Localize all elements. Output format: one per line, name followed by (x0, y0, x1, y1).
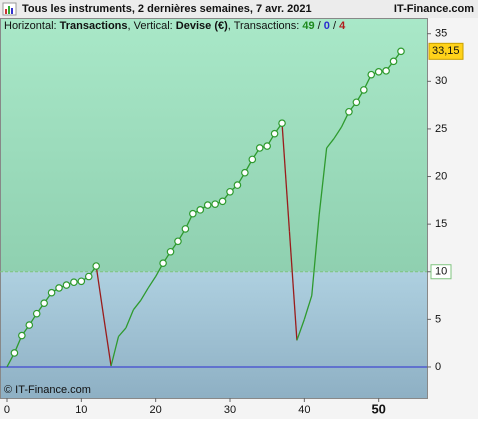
high-marker (226, 187, 234, 196)
high-marker (345, 107, 353, 116)
high-marker (233, 181, 242, 189)
y-tick-label: 35 (435, 28, 447, 40)
high-marker (10, 349, 19, 357)
copyright: © IT-Finance.com (4, 384, 91, 396)
high-marker (189, 209, 197, 218)
high-marker (40, 299, 48, 307)
high-marker (270, 129, 279, 138)
high-marker (382, 67, 390, 75)
wins-count: 49 (302, 20, 314, 32)
high-marker (248, 155, 257, 164)
segment (296, 319, 305, 341)
segment (303, 295, 313, 320)
x-tick-label: 20 (150, 404, 162, 416)
segment (318, 147, 328, 215)
high-marker (196, 206, 205, 214)
high-marker (389, 57, 398, 66)
y-tick-label: 20 (435, 170, 447, 182)
info-text: Transactions (60, 20, 128, 32)
high-marker (203, 201, 212, 209)
tick-box (430, 264, 452, 280)
high-marker (84, 272, 93, 281)
info-text: , Transactions: (228, 20, 303, 32)
info-line: Horizontal: Transactions, Vertical: Devi… (4, 20, 346, 32)
segment (326, 138, 335, 149)
high-marker (241, 168, 249, 177)
y-tick-label: 15 (435, 218, 447, 230)
high-marker (159, 259, 167, 267)
neutral-count: 0 (324, 20, 330, 32)
segment (132, 299, 142, 311)
high-marker (92, 262, 100, 270)
high-marker (211, 200, 219, 208)
high-marker (397, 47, 405, 56)
profit-zone (0, 18, 427, 272)
segment (281, 123, 291, 232)
segment (102, 316, 112, 367)
plot-border (0, 18, 428, 399)
y-tick-label: 0 (435, 361, 441, 373)
high-marker (32, 309, 41, 318)
high-marker (181, 225, 190, 233)
high-marker (352, 98, 361, 107)
high-marker (25, 321, 34, 329)
x-tick-label: 10 (75, 404, 87, 416)
high-marker (47, 288, 56, 297)
high-marker (55, 284, 63, 292)
segment (95, 265, 105, 317)
high-marker (263, 142, 271, 150)
end-label-box (428, 42, 464, 60)
info-text: Horizontal: (4, 20, 60, 32)
high-marker (278, 119, 286, 128)
high-marker (367, 70, 376, 79)
high-marker (360, 86, 368, 94)
segment (125, 309, 134, 329)
icon (2, 2, 17, 16)
high-marker (374, 67, 383, 76)
high-marker (218, 197, 227, 206)
y-tick-label: 30 (435, 75, 447, 87)
info-text: / (330, 20, 339, 32)
site-name: IT-Finance.com (394, 3, 474, 15)
high-marker (18, 331, 26, 340)
x-tick-label: 30 (224, 404, 236, 416)
loss-zone (0, 271, 427, 398)
segment (140, 287, 149, 301)
x-tick-label: 40 (298, 404, 310, 416)
y-tick-label: 10 (435, 266, 447, 278)
segment (311, 214, 320, 296)
y-tick-label: 5 (435, 313, 441, 325)
high-marker (62, 281, 71, 289)
x-tick-label: 50 (371, 401, 385, 416)
segment (288, 231, 298, 341)
high-marker (77, 277, 86, 286)
chart-title: Tous les instruments, 2 dernières semain… (22, 3, 312, 15)
high-marker (255, 144, 264, 152)
segment (147, 276, 157, 289)
high-marker (166, 247, 175, 256)
high-marker (70, 278, 78, 287)
x-tick-label: 0 (4, 404, 10, 416)
info-text: , Vertical: (128, 20, 176, 32)
segment (110, 336, 120, 367)
y-tick-label: 25 (435, 123, 447, 135)
segment (118, 327, 127, 337)
info-text: Devise (€) (176, 20, 228, 32)
high-marker (174, 237, 182, 246)
segment (333, 126, 343, 139)
info-text: / (315, 20, 324, 32)
losses-count: 4 (339, 20, 346, 32)
title-bar (0, 0, 478, 18)
end-label: 33,15 (432, 45, 460, 57)
